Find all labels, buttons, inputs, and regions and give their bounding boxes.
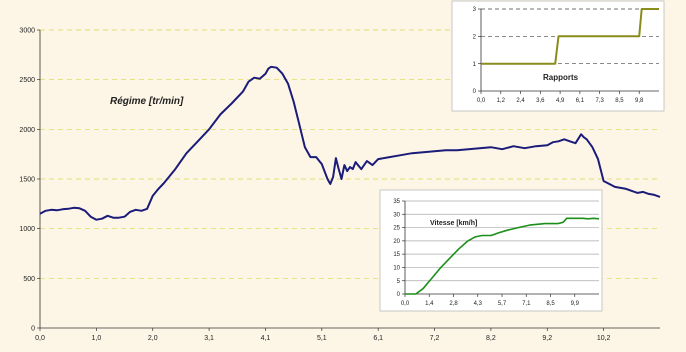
vitesse-x-tick-label: 8,5 bbox=[546, 301, 555, 307]
regime-x-tick-label: 3,1 bbox=[204, 335, 214, 342]
regime-y-tick-label: 3000 bbox=[19, 27, 35, 34]
regime-annotation: Régime [tr/min] bbox=[110, 96, 184, 107]
vitesse-panel bbox=[379, 189, 603, 312]
rapports-chart: 0 1 2 3 0,0 1,2 2,4 3,6 4,9 6,1 7,3 8,5 9,8 Rapports bbox=[451, 0, 665, 112]
vitesse-y-tick-label: 25 bbox=[393, 226, 400, 232]
vitesse-series-line bbox=[405, 217, 600, 295]
regime-x-tick-label: 1,0 bbox=[91, 335, 101, 342]
rapports-x-tick-label: 0,0 bbox=[477, 98, 486, 104]
regime-series-line bbox=[39, 65, 661, 221]
rapports-x-tick-label: 7,3 bbox=[595, 98, 604, 104]
vitesse-x-tick-label: 7,1 bbox=[522, 301, 531, 307]
regime-y-tick-label: 2000 bbox=[19, 127, 35, 134]
rapports-y-tick-label: 1 bbox=[473, 62, 477, 68]
regime-y-tick-label: 1500 bbox=[19, 176, 35, 183]
vitesse-x-tick-label: 4,3 bbox=[474, 301, 483, 307]
regime-y-tick-label: 0 bbox=[31, 325, 35, 332]
rapports-y-tick-label: 0 bbox=[473, 89, 477, 95]
regime-x-tick-label: 4,1 bbox=[261, 335, 271, 342]
rapports-x-tick-label: 6,1 bbox=[576, 98, 585, 104]
vitesse-y-tick-label: 10 bbox=[393, 266, 400, 272]
vitesse-y-tick-label: 35 bbox=[393, 199, 400, 205]
regime-x-tick-label: 0,0 bbox=[35, 335, 45, 342]
rapports-x-tick-label: 8,5 bbox=[615, 98, 624, 104]
rapports-y-tick-label: 2 bbox=[473, 34, 477, 40]
regime-x-tick-label: 6,1 bbox=[373, 335, 383, 342]
rapports-x-tick-label: 1,2 bbox=[497, 98, 506, 104]
vitesse-y-tick-label: 5 bbox=[397, 279, 401, 285]
rapports-panel bbox=[451, 0, 665, 112]
vitesse-y-tick-label: 20 bbox=[393, 239, 400, 245]
regime-x-tick-label: 9,2 bbox=[542, 335, 552, 342]
regime-x-tick-label: 5,1 bbox=[317, 335, 327, 342]
regime-y-tick-label: 500 bbox=[23, 276, 35, 283]
rapports-x-tick-label: 9,8 bbox=[635, 98, 644, 104]
vitesse-x-tick-label: 2,8 bbox=[449, 301, 458, 307]
vitesse-x-tick-label: 0,0 bbox=[401, 301, 410, 307]
regime-y-tick-label: 1000 bbox=[19, 226, 35, 233]
regime-x-tick-label: 2,0 bbox=[148, 335, 158, 342]
vitesse-x-tick-label: 1,4 bbox=[425, 301, 434, 307]
vitesse-chart: 0 5 10 15 20 25 30 35 0,0 1,4 2,8 4,3 5,7 7,1 8,5 9,9 Vi… bbox=[379, 189, 603, 312]
regime-x-tick-label: 10,2 bbox=[597, 335, 611, 342]
vitesse-y-tick-label: 15 bbox=[393, 252, 400, 258]
rapports-y-tick-label: 3 bbox=[473, 7, 477, 13]
rapports-x-tick-label: 2,4 bbox=[516, 98, 525, 104]
rapports-annotation: Rapports bbox=[543, 73, 579, 82]
vitesse-y-tick-label: 0 bbox=[397, 292, 401, 298]
regime-y-tick-label: 2500 bbox=[19, 77, 35, 84]
vitesse-annotation: Vitesse [km/h] bbox=[430, 220, 477, 227]
vitesse-y-tick-label: 30 bbox=[393, 212, 400, 218]
rapports-x-tick-label: 4,9 bbox=[556, 98, 565, 104]
rapports-series-line bbox=[481, 8, 659, 65]
regime-x-tick-label: 7,2 bbox=[430, 335, 440, 342]
rapports-x-tick-label: 3,6 bbox=[536, 98, 545, 104]
regime-x-tick-label: 8,2 bbox=[486, 335, 496, 342]
vitesse-x-tick-label: 9,9 bbox=[571, 301, 580, 307]
vitesse-x-tick-label: 5,7 bbox=[498, 301, 507, 307]
